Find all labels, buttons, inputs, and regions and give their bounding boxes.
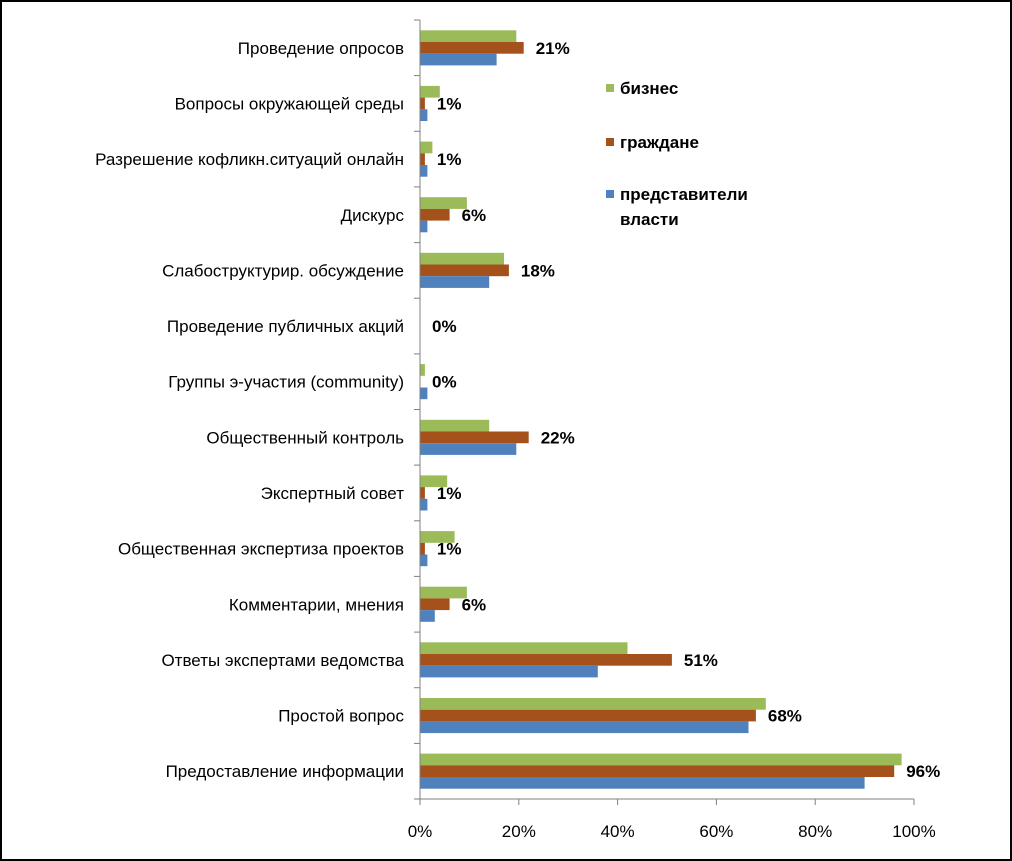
category-label: Проведение опросов: [238, 39, 404, 58]
bar-citizens-8: [420, 487, 425, 499]
data-label: 6%: [462, 206, 487, 225]
bar-government-3: [420, 220, 428, 233]
bar-business-1: [420, 85, 440, 98]
bar-business-8: [420, 475, 448, 488]
legend-label: граждане: [620, 133, 699, 152]
bar-business-7: [420, 419, 490, 432]
bar-government-0: [420, 53, 497, 66]
x-tick-label: 0%: [408, 822, 433, 841]
bar-citizens-1: [420, 97, 425, 110]
bar-government-2: [420, 165, 428, 177]
legend-label: бизнес: [620, 79, 678, 98]
bar-government-1: [420, 109, 428, 121]
data-label: 21%: [536, 39, 570, 58]
axes-layer: [414, 19, 915, 805]
x-tick-label: 40%: [601, 822, 635, 841]
bar-business-2: [420, 141, 433, 154]
bar-government-11: [420, 665, 598, 678]
data-label: 51%: [684, 651, 718, 670]
legend-label: представители: [620, 185, 748, 204]
bar-citizens-10: [420, 598, 450, 611]
category-label: Группы э-участия (community): [168, 373, 404, 392]
data-label: 1%: [437, 95, 462, 114]
labels-layer: Проведение опросов 21% Вопросы окружающей …: [95, 39, 940, 841]
data-label: 96%: [906, 762, 940, 781]
x-tick-label: 80%: [798, 822, 832, 841]
data-label: 1%: [437, 150, 462, 169]
legend: бизнес граждане представители власти: [606, 79, 748, 229]
data-label: 0%: [432, 317, 457, 336]
bar-government-9: [420, 554, 428, 567]
bar-business-4: [420, 252, 504, 265]
bar-government-10: [420, 610, 435, 622]
data-label: 1%: [437, 540, 462, 559]
bars-layer: [420, 30, 902, 789]
bar-citizens-12: [420, 709, 756, 722]
data-label: 1%: [437, 484, 462, 503]
category-label: Комментарии, мнения: [229, 595, 404, 614]
bar-business-0: [420, 30, 517, 42]
bar-business-6: [420, 364, 425, 376]
category-label: Вопросы окружающей среды: [175, 95, 404, 114]
category-label: Разрешение кофликн.ситуаций онлайн: [95, 150, 404, 169]
category-label: Ответы экспертами ведомства: [161, 651, 404, 670]
bar-citizens-4: [420, 264, 509, 277]
bar-citizens-2: [420, 153, 425, 165]
bar-government-6: [420, 387, 428, 400]
data-label: 18%: [521, 261, 555, 280]
category-label: Простой вопрос: [278, 707, 404, 726]
bar-government-13: [420, 777, 865, 789]
bar-citizens-3: [420, 208, 450, 221]
legend-swatch: [606, 190, 614, 198]
data-label: 68%: [768, 707, 802, 726]
bar-government-7: [420, 443, 517, 455]
category-label: Дискурс: [341, 206, 405, 225]
bar-business-3: [420, 197, 467, 209]
category-label: Проведение публичных акций: [167, 317, 404, 336]
bar-business-10: [420, 586, 467, 599]
bar-citizens-0: [420, 42, 524, 54]
bar-business-13: [420, 753, 902, 766]
bar-business-12: [420, 698, 766, 710]
bar-citizens-11: [420, 654, 672, 666]
x-tick-label: 60%: [699, 822, 733, 841]
data-label: 6%: [462, 595, 487, 614]
data-label: 22%: [541, 428, 575, 447]
bar-business-11: [420, 642, 628, 654]
bar-citizens-13: [420, 765, 895, 777]
bar-government-8: [420, 498, 428, 511]
category-label: Общественная экспертиза проектов: [118, 540, 404, 559]
x-tick-label: 100%: [892, 822, 935, 841]
bar-citizens-9: [420, 542, 425, 555]
category-label: Экспертный совет: [261, 484, 405, 503]
category-label: Слабоструктурир. обсуждение: [162, 261, 404, 280]
legend-swatch: [606, 84, 614, 92]
bar-business-9: [420, 531, 455, 543]
data-label: 0%: [432, 373, 457, 392]
category-label: Предоставление информации: [166, 762, 404, 781]
legend-swatch: [606, 138, 614, 146]
bar-government-12: [420, 721, 749, 734]
bar-government-4: [420, 276, 490, 288]
category-label: Общественный контроль: [206, 428, 404, 447]
legend-label: власти: [620, 210, 679, 229]
bar-citizens-7: [420, 431, 529, 444]
x-tick-label: 20%: [502, 822, 536, 841]
